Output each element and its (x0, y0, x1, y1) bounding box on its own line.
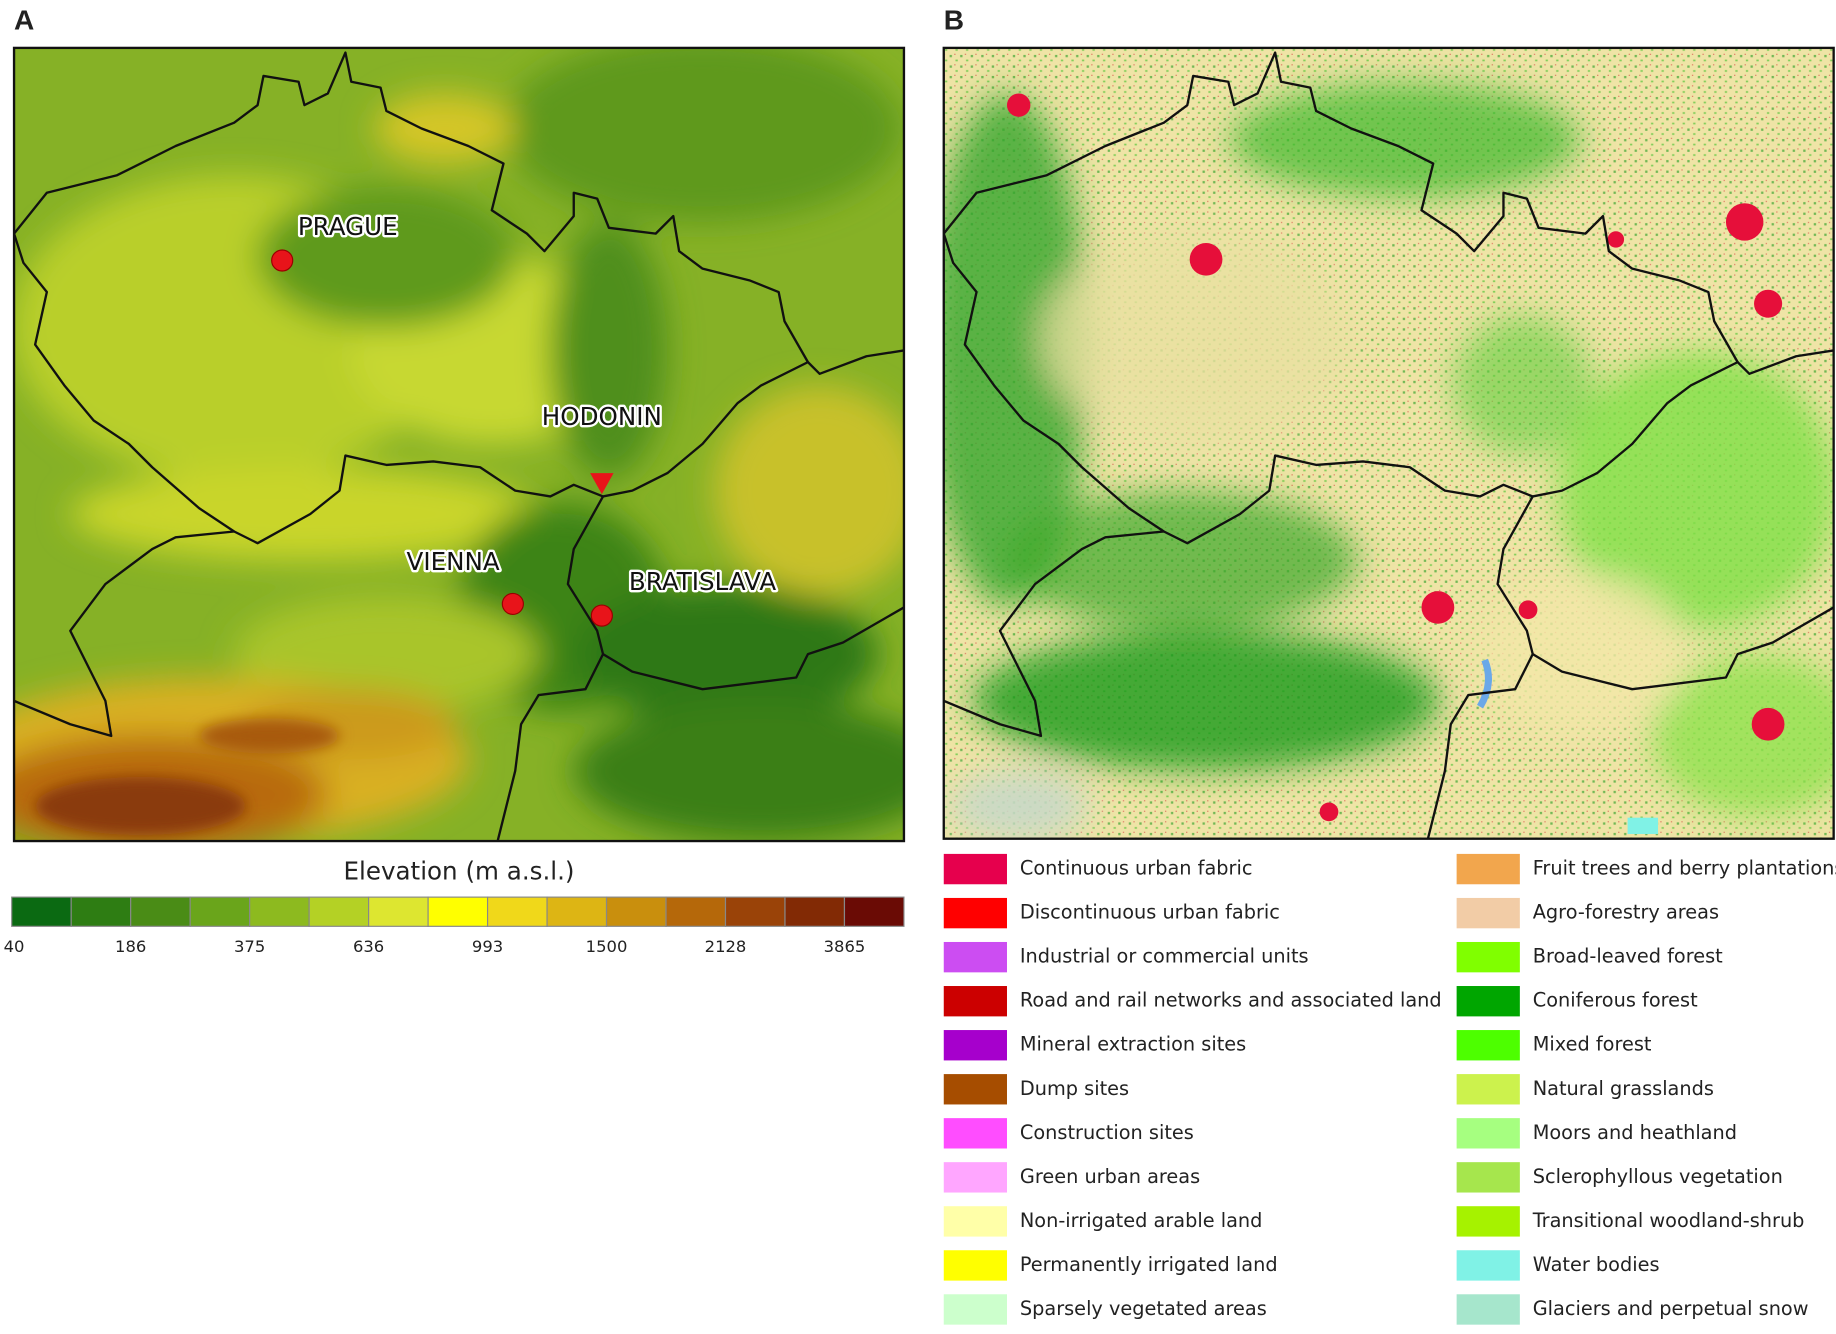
legend-label: Discontinuous urban fabric (1020, 901, 1280, 924)
legend-swatch (943, 1030, 1007, 1061)
legend-label: Non-irrigated arable land (1020, 1209, 1263, 1232)
elevation-map (14, 47, 904, 842)
colorbar-title: Elevation (m a.s.l.) (343, 857, 574, 886)
places: PRAGUE HODONIN VIENNA BRATISLAVA (271, 209, 779, 627)
legend-label: Moors and heathland (1533, 1121, 1737, 1144)
colorbar-segment (308, 896, 370, 927)
colorbar-tick-label: 40 (4, 937, 25, 956)
colorbar-segment (784, 896, 846, 927)
colorbar-segment (843, 896, 905, 927)
legend-label: Broad-leaved forest (1533, 945, 1723, 968)
legend-swatch (1456, 1162, 1520, 1193)
panel-label: B (944, 5, 964, 36)
colorbar: 40 186 375 636 993 1500 2128 3865 (4, 896, 905, 956)
colorbar-segment (724, 896, 786, 927)
city-marker (590, 604, 613, 627)
legend-label: Permanently irrigated land (1020, 1253, 1278, 1276)
map-frame (942, 46, 1835, 840)
legend-label: Glaciers and perpetual snow (1533, 1297, 1809, 1320)
legend-swatch (1456, 941, 1520, 973)
place-label: BRATISLAVA (629, 567, 776, 596)
legend-swatch (1456, 1250, 1520, 1281)
legend-swatch (1456, 1074, 1520, 1105)
legend-swatch (943, 1206, 1007, 1237)
map-frame (12, 46, 906, 843)
land-cover-map (943, 47, 1834, 839)
legend-swatch (943, 1074, 1007, 1105)
colorbar-segment (665, 896, 727, 927)
legend-label: Water bodies (1533, 1253, 1660, 1276)
colorbar-tick-label: 186 (115, 937, 146, 956)
colorbar-tick-label: 3865 (824, 937, 866, 956)
colorbar-segment (70, 896, 132, 927)
place-label: PRAGUE (298, 212, 398, 241)
legend-label: Fruit trees and berry plantations (1533, 857, 1836, 880)
colorbar-segment (368, 896, 429, 927)
legend-swatch (943, 1250, 1007, 1281)
legend-label: Natural grasslands (1533, 1077, 1714, 1100)
legend-swatch (1456, 853, 1520, 885)
legend-label: Green urban areas (1020, 1165, 1200, 1188)
city-marker (271, 249, 294, 272)
legend-label: Mixed forest (1533, 1033, 1652, 1056)
legend-swatch (1456, 1206, 1520, 1237)
legend-swatch (1456, 1294, 1520, 1325)
legend-label: Industrial or commercial units (1020, 945, 1309, 968)
legend-label: Coniferous forest (1533, 989, 1698, 1012)
legend-label: Transitional woodland-shrub (1532, 1209, 1805, 1232)
colorbar-segment (605, 896, 667, 927)
colorbar-segment (130, 896, 191, 927)
colorbar-tick-label: 2128 (705, 937, 747, 956)
legend-swatch (1456, 897, 1520, 929)
legend: Continuous urban fabric Discontinuous urb… (943, 853, 1836, 1325)
colorbar-segment (486, 896, 548, 927)
place-label: VIENNA (407, 547, 500, 576)
legend-label: Mineral extraction sites (1020, 1033, 1246, 1056)
legend-swatch (943, 853, 1007, 885)
colorbar-tick-label: 1500 (586, 937, 628, 956)
legend-swatch (1456, 1030, 1520, 1061)
legend-swatch (1456, 986, 1520, 1017)
city-marker (501, 592, 524, 616)
legend-swatch (943, 986, 1007, 1017)
legend-label: Dump sites (1020, 1077, 1129, 1100)
legend-label: Sparsely vegetated areas (1020, 1297, 1267, 1320)
place-label: HODONIN (542, 402, 662, 431)
legend-label: Road and rail networks and associated la… (1020, 989, 1442, 1012)
legend-swatch (943, 941, 1007, 973)
colorbar-tick-label: 993 (472, 937, 503, 956)
colorbar-tick-label: 375 (234, 937, 265, 956)
colorbar-tick-label: 636 (353, 937, 384, 956)
panel-label: A (14, 5, 34, 36)
legend-swatch (1456, 1118, 1520, 1149)
legend-label: Sclerophyllous vegetation (1533, 1165, 1783, 1188)
site-marker (590, 473, 614, 495)
colorbar-segment (11, 896, 72, 927)
colorbar-segment (189, 896, 251, 927)
legend-swatch (943, 1294, 1007, 1325)
legend-label: Continuous urban fabric (1020, 857, 1253, 880)
legend-swatch (943, 1162, 1007, 1193)
legend-label: Construction sites (1020, 1121, 1194, 1144)
legend-label: Agro-forestry areas (1533, 901, 1719, 924)
colorbar-segment (427, 896, 489, 927)
colorbar-segment (546, 896, 608, 927)
colorbar-segment (249, 896, 310, 927)
legend-swatch (943, 1118, 1007, 1149)
legend-swatch (943, 897, 1007, 929)
